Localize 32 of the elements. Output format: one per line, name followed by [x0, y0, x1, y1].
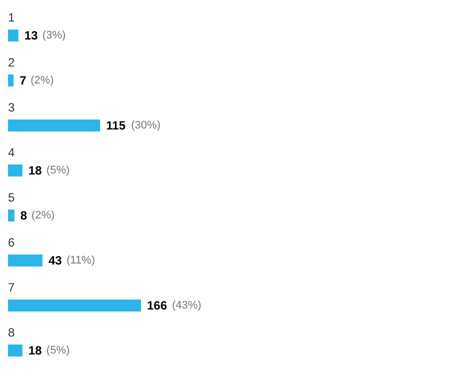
- data-label: 13: [24, 28, 38, 42]
- data-label: 18: [28, 164, 42, 178]
- data-label: 115: [106, 118, 126, 132]
- data-label: 18: [28, 344, 42, 358]
- bar: [8, 210, 14, 222]
- y-tick-label: 7: [8, 280, 15, 294]
- annotation: (30%): [131, 120, 160, 132]
- bar: [8, 120, 100, 132]
- bar: [8, 344, 22, 356]
- bar: [8, 164, 22, 176]
- y-tick-label: 1: [8, 10, 15, 24]
- y-tick-label: 2: [8, 56, 15, 70]
- y-tick-label: 4: [8, 146, 15, 160]
- annotation: (5%): [46, 344, 70, 356]
- annotation: (2%): [30, 74, 54, 86]
- data-label: 7: [20, 74, 27, 88]
- data-label: 166: [147, 298, 168, 312]
- y-tick-label: 8: [8, 326, 15, 340]
- y-tick-label: 6: [8, 236, 15, 250]
- bar: [8, 254, 42, 266]
- annotation: (5%): [46, 164, 70, 176]
- bar: [8, 300, 141, 312]
- y-tick-label: 5: [8, 190, 15, 204]
- bar: [8, 74, 14, 86]
- y-tick-label: 3: [8, 100, 15, 114]
- annotation: (3%): [42, 30, 66, 42]
- data-label: 8: [20, 208, 28, 222]
- annotation: (11%): [66, 254, 95, 266]
- bar: [8, 30, 18, 42]
- data-label: 43: [48, 254, 62, 268]
- annotation: (2%): [31, 210, 55, 222]
- annotation: (43%): [172, 300, 202, 312]
